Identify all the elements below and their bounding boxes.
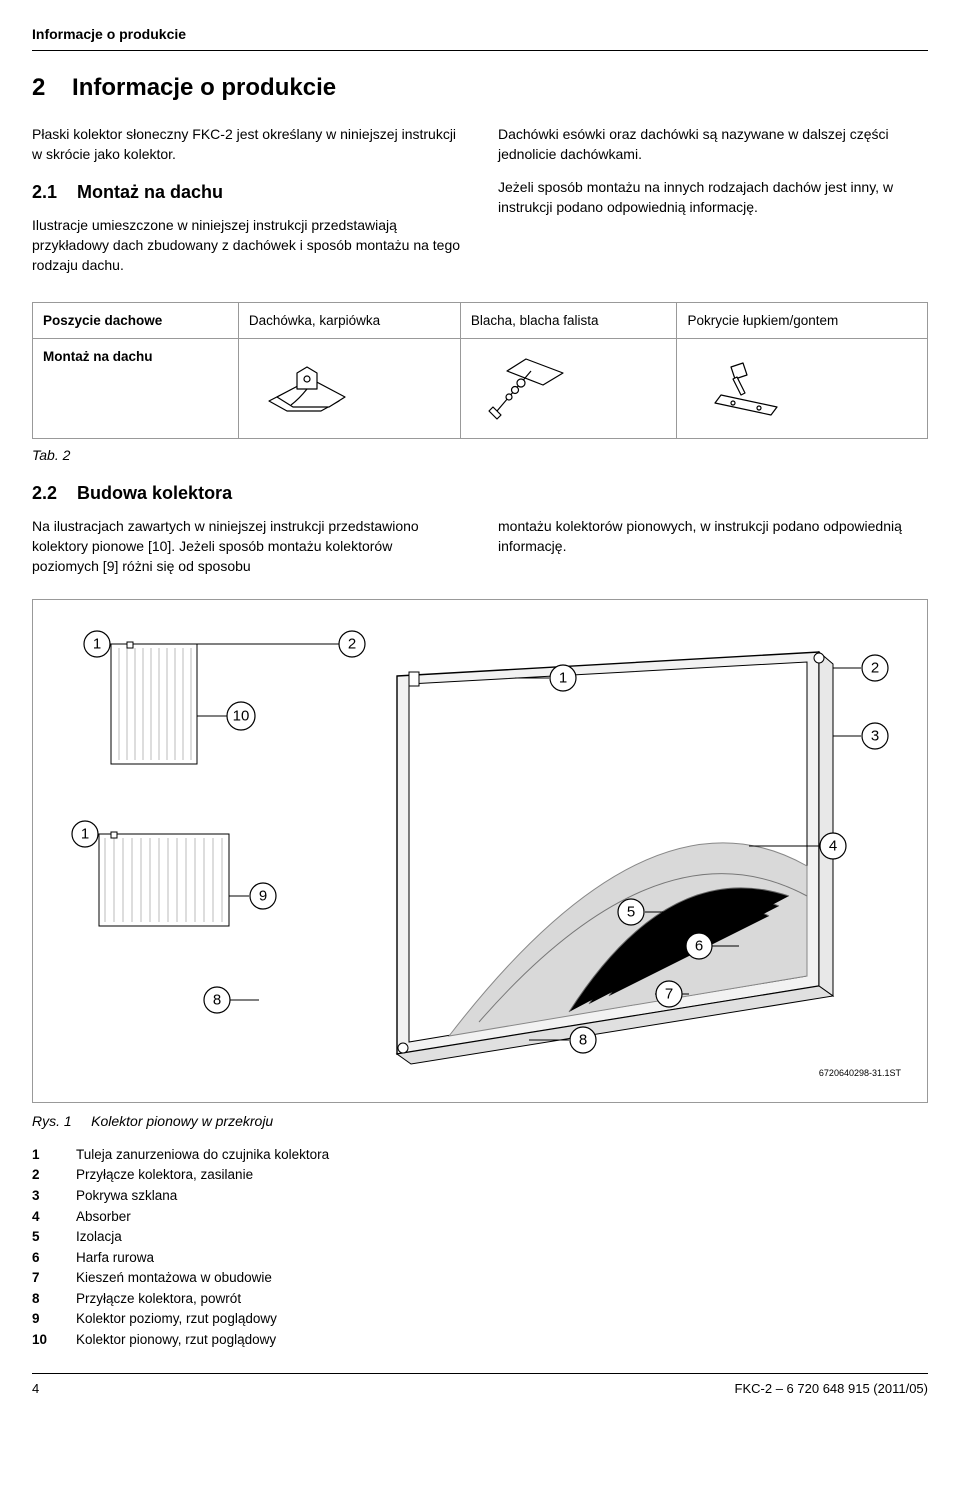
- callout-2a: 2: [348, 635, 356, 652]
- table-2: Poszycie dachowe Dachówka, karpiówka Bla…: [32, 302, 928, 440]
- figure-1-caption: Rys. 1 Kolektor pionowy w przekroju: [32, 1111, 928, 1131]
- section-2-2-p1: Na ilustracjach zawartych w niniejszej i…: [32, 516, 462, 577]
- legend-number: 9: [32, 1309, 76, 1329]
- figure-1-caption-text: Kolektor pionowy w przekroju: [91, 1113, 273, 1129]
- callout-2b: 2: [871, 659, 879, 676]
- callout-9: 9: [259, 887, 267, 904]
- page-number: 4: [32, 1380, 39, 1399]
- section-2-number: 2: [32, 74, 45, 101]
- callout-7: 7: [665, 985, 673, 1002]
- callout-1c: 1: [81, 825, 89, 842]
- section-2-1-title: Montaż na dachu: [77, 182, 223, 202]
- legend-row: 4Absorber: [32, 1207, 928, 1227]
- legend-row: 5Izolacja: [32, 1227, 928, 1247]
- legend-number: 5: [32, 1227, 76, 1247]
- table-2-img-tile-hook: [238, 339, 460, 439]
- callout-3: 3: [871, 727, 879, 744]
- legend-text: Pokrywa szklana: [76, 1186, 177, 1206]
- figure-1-legend: 1Tuleja zanurzeniowa do czujnika kolekto…: [32, 1145, 928, 1350]
- callout-1a: 1: [93, 635, 101, 652]
- legend-row: 8Przyłącze kolektora, powrót: [32, 1289, 928, 1309]
- legend-number: 8: [32, 1289, 76, 1309]
- legend-number: 3: [32, 1186, 76, 1206]
- legend-text: Przyłącze kolektora, powrót: [76, 1289, 241, 1309]
- section-2-2-number: 2.2: [32, 483, 57, 503]
- figure-1-box: 1 2 10 1: [32, 599, 928, 1103]
- legend-text: Izolacja: [76, 1227, 122, 1247]
- table-2-r1c3: Blacha, blacha falista: [460, 302, 677, 339]
- callout-8b: 8: [579, 1031, 587, 1048]
- running-header: Informacje o produkcie: [32, 24, 928, 44]
- section-2-1-p2: Dachówki esówki oraz dachówki są nazywan…: [498, 124, 928, 165]
- figure-1-id: 6720640298-31.1ST: [819, 1068, 902, 1078]
- callout-8a: 8: [213, 991, 221, 1008]
- section-2-title: Informacje o produkcie: [72, 74, 336, 101]
- table-2-r1c4: Pokrycie łupkiem/gontem: [677, 302, 928, 339]
- legend-row: 7Kieszeń montażowa w obudowie: [32, 1268, 928, 1288]
- section-2-1-number: 2.1: [32, 182, 57, 202]
- legend-row: 3Pokrywa szklana: [32, 1186, 928, 1206]
- legend-number: 7: [32, 1268, 76, 1288]
- legend-number: 1: [32, 1145, 76, 1165]
- legend-text: Kieszeń montażowa w obudowie: [76, 1268, 272, 1288]
- section-2-intro: Płaski kolektor słoneczny FKC-2 jest okr…: [32, 124, 462, 165]
- legend-text: Absorber: [76, 1207, 131, 1227]
- section-2-1-heading: 2.1 Montaż na dachu: [32, 179, 462, 205]
- legend-text: Przyłącze kolektora, zasilanie: [76, 1165, 253, 1185]
- section-2-2-title: Budowa kolektora: [77, 483, 232, 503]
- legend-text: Kolektor pionowy, rzut poglądowy: [76, 1330, 276, 1350]
- callout-10: 10: [233, 707, 250, 724]
- table-2-r2c1: Montaż na dachu: [33, 339, 239, 439]
- figure-1-svg: 1 2 10 1: [49, 616, 909, 1086]
- section-2-2-heading: 2.2 Budowa kolektora: [32, 480, 928, 506]
- legend-number: 4: [32, 1207, 76, 1227]
- legend-text: Harfa rurowa: [76, 1248, 154, 1268]
- callout-5: 5: [627, 903, 635, 920]
- legend-row: 6Harfa rurowa: [32, 1248, 928, 1268]
- legend-text: Kolektor poziomy, rzut poglądowy: [76, 1309, 277, 1329]
- callout-4: 4: [829, 837, 837, 854]
- callout-6: 6: [695, 937, 703, 954]
- section-2-1-p1: Ilustracje umieszczone w niniejszej inst…: [32, 215, 462, 276]
- section-2-heading: 2 Informacje o produkcie: [32, 71, 928, 106]
- legend-row: 2Przyłącze kolektora, zasilanie: [32, 1165, 928, 1185]
- legend-text: Tuleja zanurzeniowa do czujnika kolektor…: [76, 1145, 329, 1165]
- table-2-caption: Tab. 2: [32, 445, 928, 465]
- legend-number: 6: [32, 1248, 76, 1268]
- legend-row: 9Kolektor poziomy, rzut poglądowy: [32, 1309, 928, 1329]
- section-2-1-p3: Jeżeli sposób montażu na innych rodzajac…: [498, 177, 928, 218]
- table-2-img-shingle-bracket: [677, 339, 928, 439]
- figure-1-caption-label: Rys. 1: [32, 1113, 72, 1129]
- legend-row: 10Kolektor pionowy, rzut poglądowy: [32, 1330, 928, 1350]
- callout-1b: 1: [559, 669, 567, 686]
- header-rule: [32, 50, 928, 51]
- table-2-r1c1: Poszycie dachowe: [33, 302, 239, 339]
- doc-id: FKC-2 – 6 720 648 915 (2011/05): [735, 1380, 928, 1399]
- section-2-2-p2: montażu kolektorów pionowych, w instrukc…: [498, 516, 928, 557]
- legend-row: 1Tuleja zanurzeniowa do czujnika kolekto…: [32, 1145, 928, 1165]
- legend-number: 2: [32, 1165, 76, 1185]
- table-2-img-sheet-bolt: [460, 339, 677, 439]
- table-2-r1c2: Dachówka, karpiówka: [238, 302, 460, 339]
- legend-number: 10: [32, 1330, 76, 1350]
